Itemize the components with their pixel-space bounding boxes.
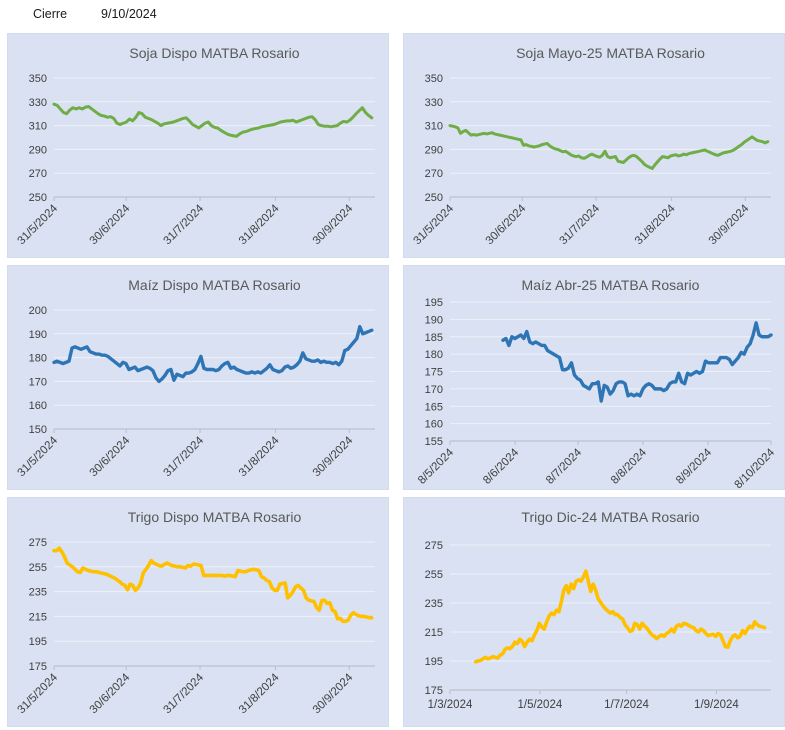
x-tick-label: 8/8/2024 [609, 446, 650, 487]
y-tick-label: 235 [29, 587, 47, 599]
header: Cierre 9/10/2024 [0, 0, 785, 33]
y-tick-label: 190 [29, 329, 47, 341]
x-tick-label: 8/6/2024 [481, 446, 522, 487]
y-tick-label: 350 [29, 73, 47, 85]
x-tick-label: 8/10/2024 [732, 446, 777, 489]
chart-panel-5: Trigo Dispo MATBA Rosario 275 255 235 215 195… [7, 497, 389, 727]
line-chart: Trigo Dic-24 MATBA Rosario 275 255 235 215 19… [425, 509, 771, 711]
y-tick-label: 250 [29, 192, 47, 204]
x-tick-label: 30/9/2024 [311, 434, 356, 479]
price-line-series [501, 321, 773, 403]
y-tick-label: 215 [29, 611, 47, 623]
x-tick-label: 31/8/2024 [237, 671, 282, 716]
y-tick-label: 170 [425, 384, 443, 396]
line-chart: Maíz Abr-25 MATBA Rosario 195 190 185 180 175… [416, 277, 778, 489]
x-tick-label: 8/5/2024 [416, 446, 457, 487]
x-tick-label: 8/7/2024 [544, 446, 585, 487]
x-tick-label: 30/6/2024 [88, 202, 133, 247]
y-tick-label: 200 [29, 305, 47, 317]
y-tick-label: 175 [29, 661, 47, 673]
y-tick-label: 290 [29, 144, 47, 156]
y-tick-label: 330 [29, 97, 47, 109]
y-tick-label: 275 [29, 537, 47, 549]
y-tick-label: 235 [425, 598, 443, 610]
x-tick-label: 30/6/2024 [88, 671, 133, 716]
header-date: 9/10/2024 [101, 7, 157, 21]
y-tick-label: 255 [29, 562, 47, 574]
y-tick-label: 275 [425, 540, 443, 552]
y-tick-label: 255 [425, 569, 443, 581]
line-chart: Maíz Dispo MATBA Rosario 200 190 180 170 160 1… [15, 277, 375, 479]
line-chart: Soja Mayo-25 MATBA Rosario 350 330 310 290 27… [411, 45, 771, 247]
y-tick-label: 160 [425, 419, 443, 431]
x-tick-label: 31/8/2024 [633, 202, 678, 247]
price-line-series [448, 124, 770, 170]
y-tick-label: 195 [29, 636, 47, 648]
header-label: Cierre [33, 7, 68, 21]
y-tick-label: 195 [425, 297, 443, 309]
y-tick-label: 180 [425, 349, 443, 361]
chart-panel-1: Soja Dispo MATBA Rosario 350 330 310 290 270 2… [7, 33, 389, 258]
x-tick-label: 30/9/2024 [707, 202, 752, 247]
chart-panel-2: Soja Mayo-25 MATBA Rosario 350 330 310 290 27… [403, 33, 785, 258]
y-tick-label: 330 [425, 97, 443, 109]
price-line-series [52, 546, 374, 624]
x-tick-label: 1/3/2024 [428, 699, 473, 711]
y-tick-label: 195 [425, 656, 443, 668]
chart-title: Maíz Dispo MATBA Rosario [128, 277, 301, 293]
y-tick-label: 250 [425, 192, 443, 204]
x-tick-label: 31/5/2024 [15, 202, 60, 247]
x-tick-label: 31/7/2024 [162, 434, 207, 479]
x-tick-label: 31/5/2024 [411, 202, 456, 247]
price-line-series [52, 324, 374, 384]
y-tick-label: 165 [425, 401, 443, 413]
y-tick-label: 160 [29, 400, 47, 412]
y-tick-label: 310 [425, 121, 443, 133]
y-tick-label: 350 [425, 73, 443, 85]
line-chart: Trigo Dispo MATBA Rosario 275 255 235 215 195… [15, 509, 375, 716]
y-tick-label: 215 [425, 627, 443, 639]
y-tick-label: 175 [425, 685, 443, 697]
x-tick-label: 8/9/2024 [674, 446, 715, 487]
line-chart: Soja Dispo MATBA Rosario 350 330 310 290 270 2… [15, 45, 375, 247]
price-line-series [52, 102, 374, 138]
x-tick-label: 31/5/2024 [15, 434, 60, 479]
y-tick-label: 270 [29, 168, 47, 180]
y-tick-label: 290 [425, 144, 443, 156]
x-tick-label: 1/9/2024 [694, 699, 739, 711]
x-tick-label: 31/7/2024 [558, 202, 603, 247]
chart-panel-3: Maíz Dispo MATBA Rosario 200 190 180 170 160 1… [7, 265, 389, 490]
charts-grid: Soja Dispo MATBA Rosario 350 330 310 290 270 2… [0, 33, 785, 727]
x-tick-label: 30/6/2024 [484, 202, 529, 247]
x-tick-label: 31/7/2024 [162, 202, 207, 247]
x-tick-label: 30/6/2024 [88, 434, 133, 479]
y-tick-label: 175 [425, 367, 443, 379]
x-tick-label: 31/8/2024 [237, 434, 282, 479]
x-tick-label: 31/8/2024 [237, 202, 282, 247]
x-tick-label: 31/5/2024 [15, 671, 60, 716]
y-tick-label: 150 [29, 424, 47, 436]
x-tick-label: 1/7/2024 [604, 699, 649, 711]
y-tick-label: 185 [425, 332, 443, 344]
chart-title: Trigo Dispo MATBA Rosario [128, 509, 302, 525]
chart-panel-4: Maíz Abr-25 MATBA Rosario 195 190 185 180 175… [403, 265, 785, 490]
y-tick-label: 155 [425, 436, 443, 448]
y-tick-label: 170 [29, 376, 47, 388]
x-tick-label: 1/5/2024 [517, 699, 562, 711]
price-line-series [473, 569, 767, 664]
y-tick-label: 270 [425, 168, 443, 180]
x-tick-label: 31/7/2024 [162, 671, 207, 716]
x-tick-label: 30/9/2024 [311, 671, 356, 716]
chart-panel-6: Trigo Dic-24 MATBA Rosario 275 255 235 215 19… [403, 497, 785, 727]
y-tick-label: 180 [29, 353, 47, 365]
x-tick-label: 30/9/2024 [311, 202, 356, 247]
chart-title: Soja Mayo-25 MATBA Rosario [516, 45, 705, 61]
chart-title: Maíz Abr-25 MATBA Rosario [522, 277, 700, 293]
chart-title: Trigo Dic-24 MATBA Rosario [521, 509, 699, 525]
y-tick-label: 190 [425, 314, 443, 326]
chart-title: Soja Dispo MATBA Rosario [129, 45, 299, 61]
y-tick-label: 310 [29, 121, 47, 133]
